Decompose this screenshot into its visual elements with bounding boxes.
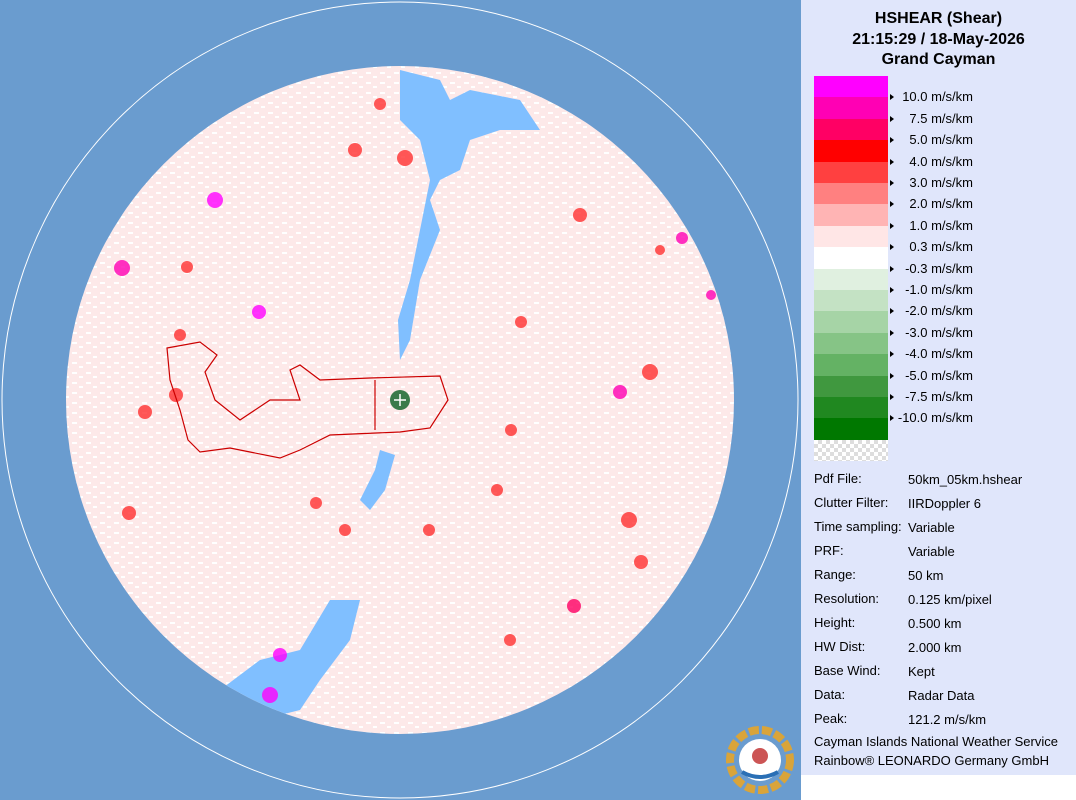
legend-label: 4.0 m/s/km [909, 153, 973, 169]
legend-swatch [814, 118, 888, 141]
legend-tick [890, 287, 894, 293]
info-value: 0.125 km/pixel [908, 592, 992, 607]
info-panel: HSHEAR (Shear) 21:15:29 / 18-May-2026 Gr… [801, 0, 1076, 775]
info-label: Resolution: [814, 591, 880, 606]
legend-tick [890, 244, 894, 251]
legend-swatch [814, 247, 888, 270]
legend-label: 1.0 m/s/km [909, 217, 973, 233]
legend-swatch [814, 311, 888, 334]
legend-label: 7.5 m/s/km [909, 110, 973, 126]
legend-swatch [814, 290, 888, 312]
legend-tick [890, 329, 894, 336]
site-name: Grand Cayman [881, 51, 996, 68]
legend-tick [890, 94, 894, 101]
legend-swatch [814, 375, 888, 398]
info-label: Base Wind: [814, 663, 881, 678]
legend-tick [890, 222, 894, 229]
legend-tick [890, 115, 894, 122]
legend-swatch [814, 161, 888, 184]
legend-tick [890, 308, 894, 315]
title: HSHEAR (Shear) [874, 10, 1003, 27]
radar-site-cross [394, 394, 406, 406]
legend-tick [890, 372, 894, 379]
legend-swatch [814, 225, 888, 248]
legend-label: 5.0 m/s/km [909, 132, 973, 148]
info-value: Radar Data [908, 688, 975, 703]
legend-label: -0.3 m/s/km [905, 260, 973, 276]
legend-label: -7.5 m/s/km [905, 389, 973, 404]
legend-label: -1.0 m/s/km [905, 282, 973, 297]
legend-tick [890, 351, 894, 358]
legend-swatch [814, 268, 888, 291]
info-label: Time sampling: [814, 519, 902, 534]
echoes [114, 70, 716, 720]
legend-swatch [814, 204, 888, 227]
legend-label: -10.0 m/s/km [897, 410, 973, 426]
range-ring [1, 1, 799, 799]
legend-swatch [814, 354, 888, 377]
legend-swatch [814, 183, 888, 205]
legend-swatch [814, 76, 888, 98]
info-value: IIRDoppler 6 [908, 496, 981, 511]
info-label: HW Dist: [814, 639, 866, 654]
info-label: Clutter Filter: [814, 495, 889, 510]
legend-label: 3.0 m/s/km [909, 175, 973, 190]
island-outline [166, 341, 449, 459]
info-label: Peak: [814, 711, 848, 726]
legend-tick [890, 394, 894, 400]
info-value: 2.000 km [908, 640, 962, 655]
legend-label: 10.0 m/s/km [902, 89, 973, 105]
legend-swatch [814, 332, 888, 355]
legend-label: -2.0 m/s/km [905, 303, 973, 319]
info-value: Variable [908, 544, 955, 559]
info-value: 50 km [908, 568, 944, 583]
legend-tick [890, 265, 894, 272]
info-label: PRF: [814, 543, 844, 558]
legend-swatch [814, 397, 888, 419]
timestamp: 21:15:29 / 18-May-2026 [852, 31, 1025, 48]
legend-tick [890, 180, 894, 186]
footer-line: Rainbow® LEONARDO Germany GmbH [814, 753, 1049, 768]
info-value: Kept [908, 664, 935, 679]
info-value: 121.2 m/s/km [908, 712, 987, 727]
legend-tick [890, 158, 894, 165]
legend-label: -5.0 m/s/km [905, 367, 973, 383]
footer-line: Cayman Islands National Weather Service [814, 734, 1058, 749]
legend-label: 0.3 m/s/km [909, 239, 973, 255]
info-label: Height: [814, 615, 856, 630]
info-label: Range: [814, 567, 856, 582]
legend-label: -4.0 m/s/km [905, 346, 973, 362]
legend-nodata [814, 439, 888, 461]
legend-swatch [814, 418, 888, 441]
info-label: Data: [814, 687, 846, 702]
legend-label: 2.0 m/s/km [909, 196, 973, 212]
info-label: Pdf File: [814, 471, 862, 486]
legend-swatch [814, 140, 888, 163]
info-value: Variable [908, 520, 955, 535]
logo [726, 726, 794, 794]
legend-label: -3.0 m/s/km [905, 324, 973, 340]
info-value: 50km_05km.hshear [908, 472, 1023, 487]
info-value: 0.500 km [908, 616, 962, 631]
radar-map [0, 0, 801, 800]
legend-tick [890, 415, 894, 422]
legend-tick [890, 201, 894, 208]
legend-tick [890, 137, 894, 144]
legend-swatch [814, 97, 888, 120]
